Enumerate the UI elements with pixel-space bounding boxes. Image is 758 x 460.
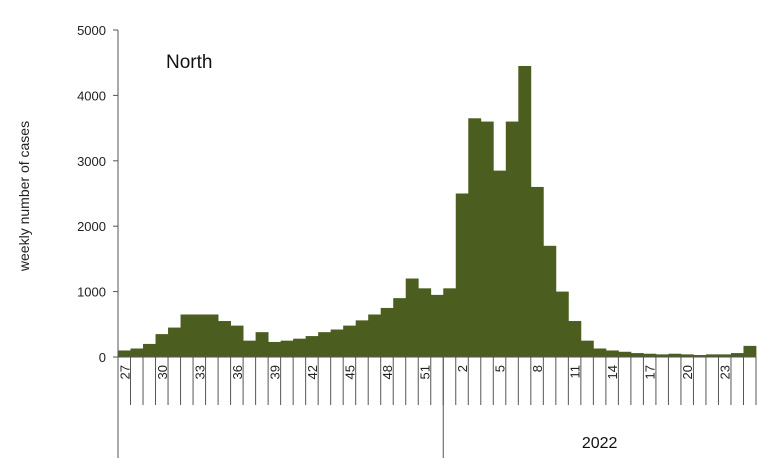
y-axis: 0 1000 2000 3000 4000 5000: [77, 23, 119, 365]
x-tick-label: 5: [493, 365, 508, 372]
x-tick-label: 17: [643, 365, 658, 379]
bar-week-19: [668, 353, 682, 357]
x-tick-label: 39: [267, 365, 282, 379]
x-tick-label: 23: [718, 365, 733, 379]
x-tick-label: 33: [192, 365, 207, 379]
bar-week-15: [618, 351, 632, 357]
bar-week-18: [655, 354, 669, 357]
bar-week-3: [468, 118, 482, 357]
x-tick-label: 42: [305, 365, 320, 379]
bar-week-17: [643, 353, 657, 357]
bar-week-24: [730, 353, 744, 357]
y-tick-label: 1000: [77, 285, 106, 300]
x-tick-label: 27: [117, 365, 132, 379]
bar-week-2: [455, 193, 469, 357]
bar-week-42: [305, 336, 319, 357]
bar-week-32: [180, 314, 194, 357]
y-tick-label: 3000: [77, 154, 106, 169]
y-tick-label: 0: [99, 350, 106, 365]
y-tick-label: 5000: [77, 23, 106, 38]
x-tick-label: 36: [230, 365, 245, 379]
bar-week-50: [743, 345, 757, 357]
bar-week-50: [405, 278, 419, 357]
x-tick-label: 2: [455, 365, 470, 372]
bar-week-4: [480, 121, 494, 357]
bar-week-8: [530, 186, 544, 357]
bar-week-27: [118, 350, 131, 357]
bar-week-48: [380, 307, 394, 357]
bar-week-41: [293, 338, 307, 357]
x-tick-label: 14: [605, 365, 620, 379]
x-tick-label: 11: [568, 365, 583, 379]
x-tick-label: 48: [380, 365, 395, 379]
bar-week-36: [230, 325, 244, 357]
bar-week-22: [705, 354, 719, 357]
bars-group: [118, 65, 757, 357]
year-label: 2022: [582, 435, 618, 452]
bar-week-51: [418, 288, 432, 357]
bar-week-44: [330, 329, 344, 357]
bar-week-16: [630, 353, 644, 357]
bar-week-1: [443, 288, 457, 357]
bar-week-30: [155, 334, 169, 357]
bar-week-47: [368, 314, 382, 357]
bar-week-37: [243, 340, 257, 357]
bar-week-52: [430, 294, 444, 357]
bar-week-49: [393, 298, 407, 357]
bar-week-43: [318, 332, 332, 357]
bar-week-7: [518, 65, 532, 357]
bar-week-11: [568, 321, 582, 357]
y-tick-label: 2000: [77, 219, 106, 234]
x-tick-label: 8: [530, 365, 545, 372]
y-tick-label: 4000: [77, 88, 106, 103]
bar-week-31: [168, 327, 181, 357]
bar-week-6: [505, 121, 519, 357]
bar-week-13: [593, 348, 607, 357]
bar-week-46: [355, 320, 369, 357]
bar-week-9: [543, 245, 557, 357]
bar-week-28: [130, 348, 144, 357]
bar-week-29: [143, 343, 156, 357]
bar-week-20: [680, 354, 694, 357]
bar-week-33: [193, 314, 206, 357]
bar-week-10: [555, 291, 569, 357]
chart-title: North: [166, 52, 212, 73]
bar-week-35: [218, 321, 231, 357]
x-tick-label: 30: [155, 365, 170, 379]
bar-week-34: [205, 314, 219, 357]
bar-week-40: [280, 340, 294, 357]
x-axis: 27 30 33 36 39 42 45 48 51 2 5 8 11 14 17 20 23 2022: [117, 356, 757, 458]
bar-week-38: [255, 332, 269, 357]
bar-week-23: [718, 354, 732, 357]
x-tick-label: 51: [417, 365, 432, 379]
x-tick-label: 45: [342, 365, 357, 379]
bar-week-14: [605, 350, 619, 357]
bar-week-12: [580, 340, 594, 357]
bar-week-39: [268, 341, 282, 357]
bar-week-5: [493, 170, 507, 357]
bar-week-45: [343, 325, 357, 357]
bar-week-21: [693, 355, 707, 357]
y-axis-label: weekly number of cases: [16, 121, 32, 272]
x-tick-label: 20: [680, 365, 695, 379]
